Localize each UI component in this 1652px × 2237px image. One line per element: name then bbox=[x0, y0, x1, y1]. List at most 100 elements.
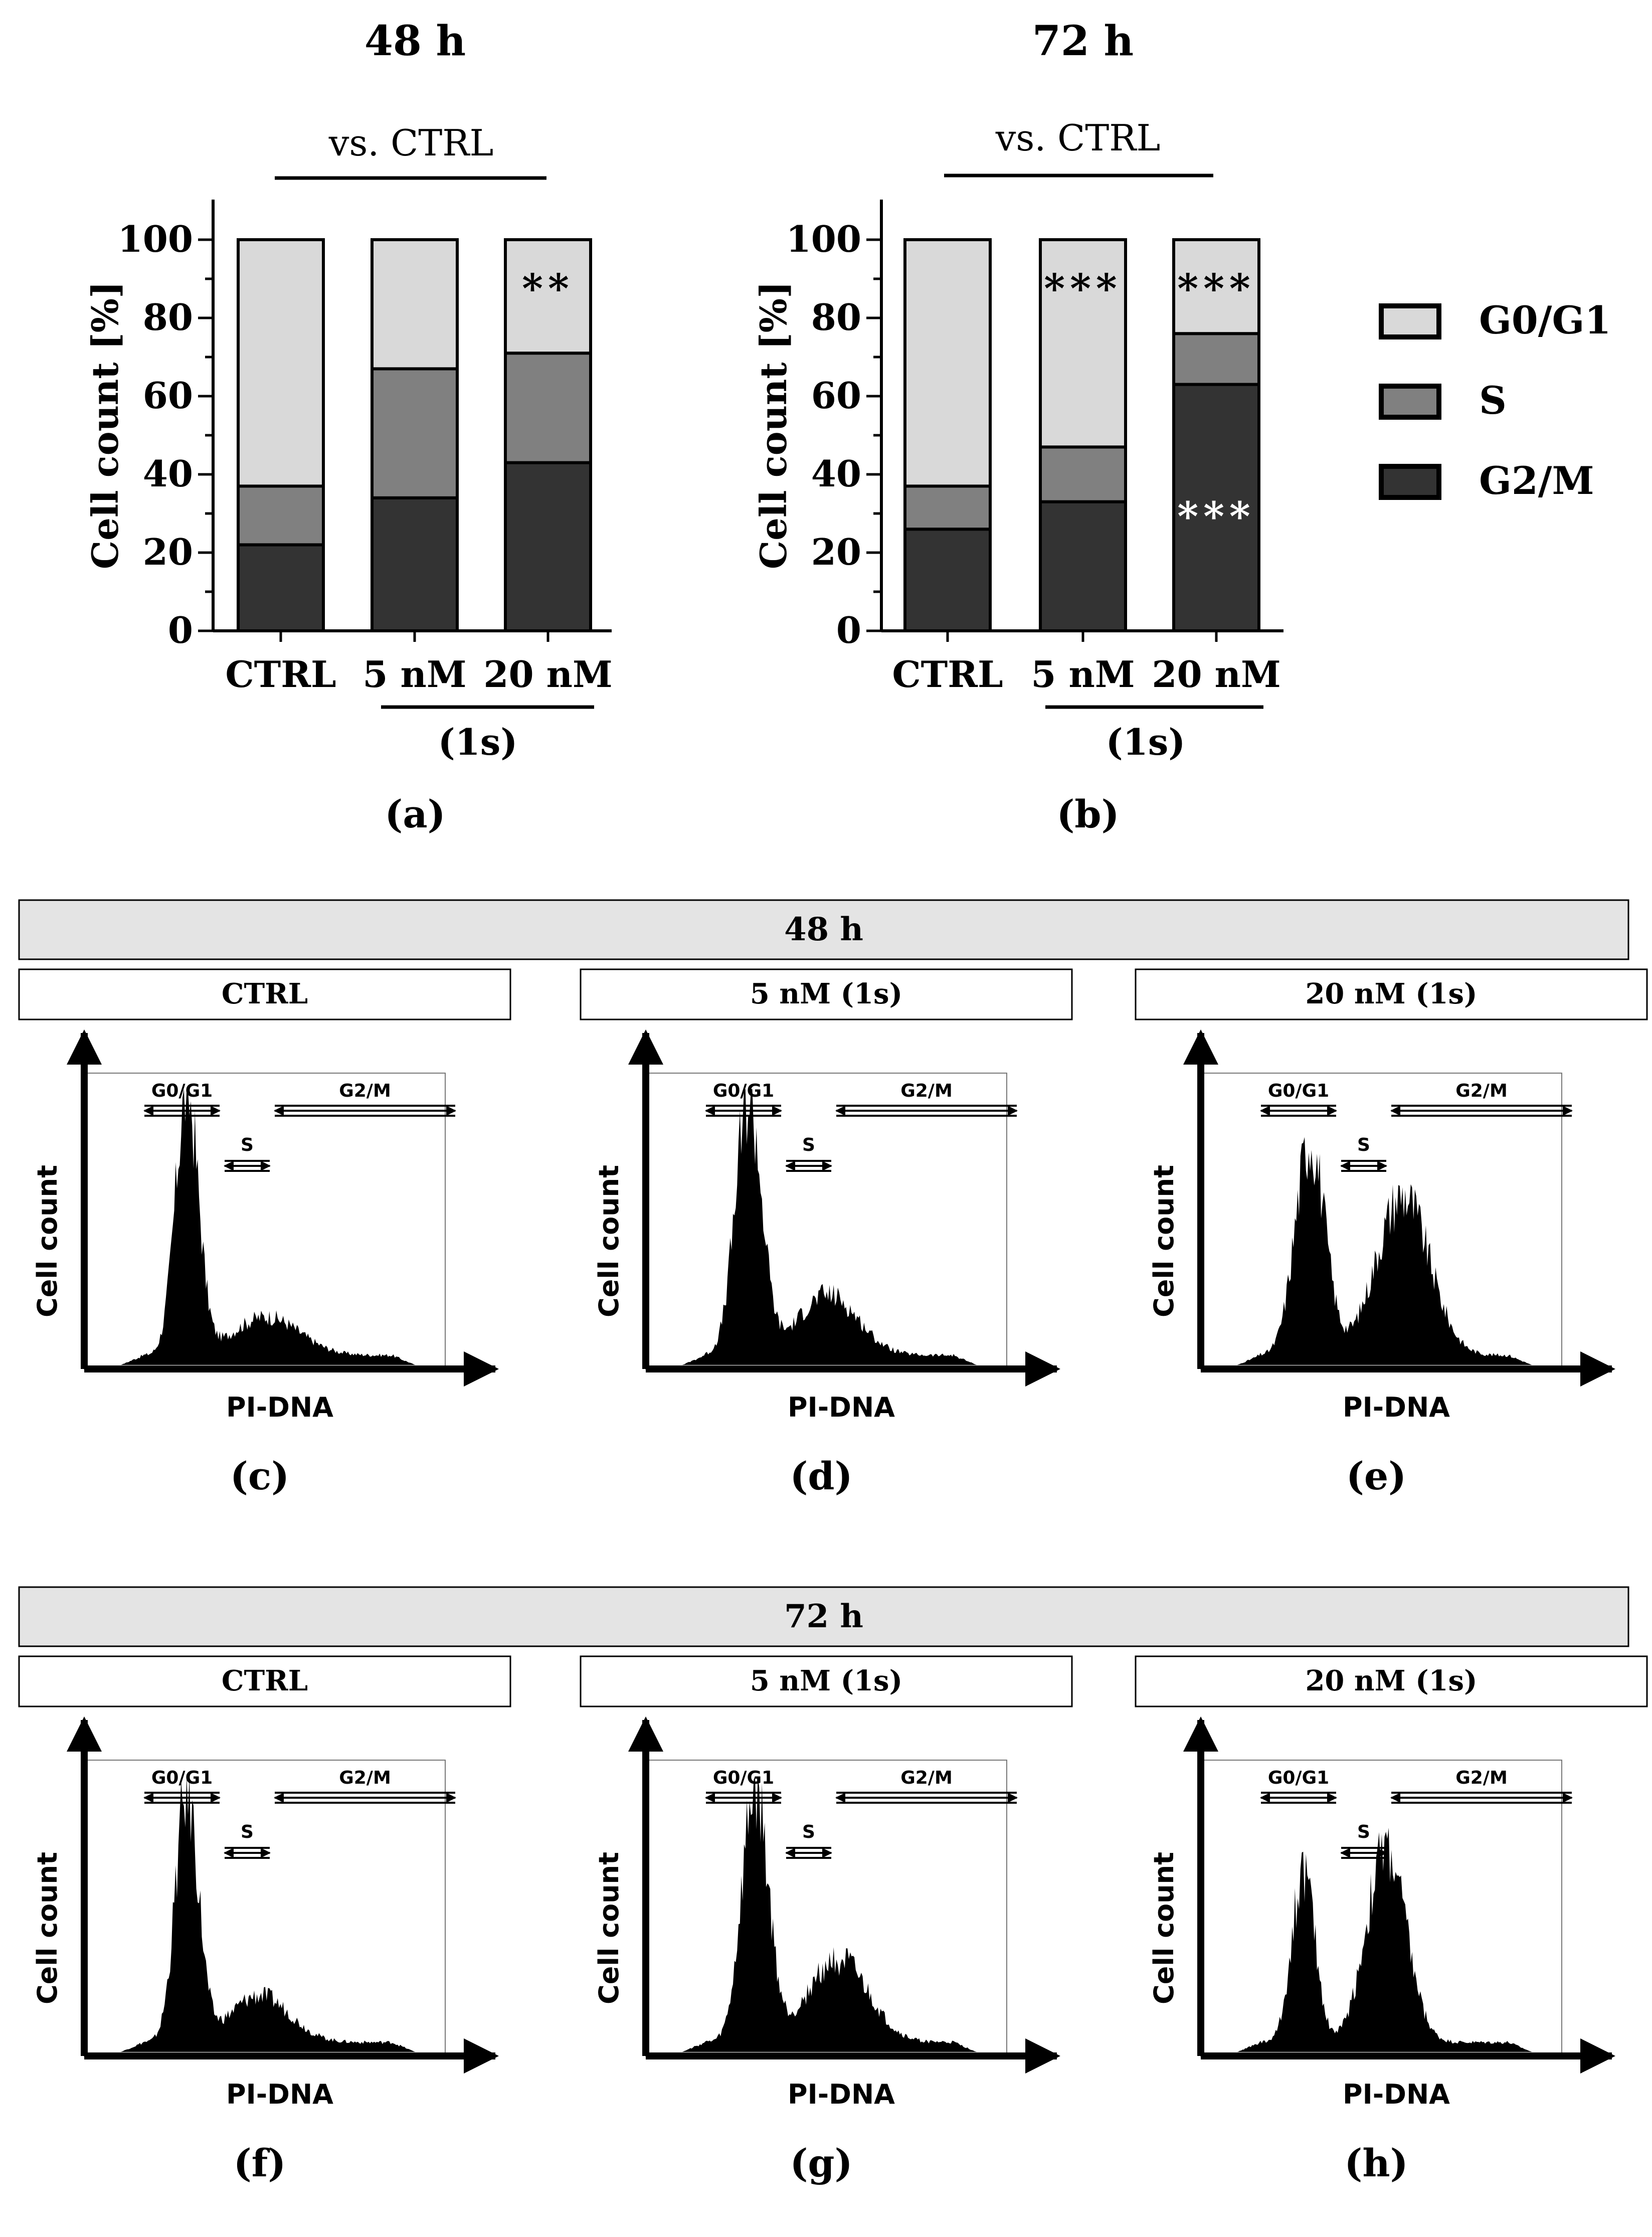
bar-s-5-nm bbox=[1039, 445, 1127, 503]
g2m-label: G2/M bbox=[1455, 1768, 1508, 1788]
s-label: S bbox=[241, 1822, 254, 1842]
x-tick-label: CTRL bbox=[225, 653, 336, 696]
significance-marker: ** bbox=[522, 265, 574, 312]
panel-header-label: 5 nM (1s) bbox=[750, 977, 902, 1010]
x-tick-label: CTRL bbox=[892, 653, 1003, 696]
panel-label: (a) bbox=[385, 792, 445, 836]
chart-b: 72 h vs. CTRL 0 20 40 60 80 100 Cell count [%] CT… bbox=[752, 17, 1283, 836]
y-tick-label: 100 bbox=[118, 218, 193, 260]
s-label: S bbox=[802, 1135, 815, 1155]
y-axis-label: Cell count bbox=[1148, 1165, 1180, 1317]
s-label: S bbox=[1357, 1135, 1370, 1155]
dna-histogram bbox=[94, 1776, 425, 2052]
legend-label: G0/G1 bbox=[1479, 298, 1611, 342]
chart-title: 72 h bbox=[1032, 17, 1134, 65]
y-axis-label: Cell count bbox=[32, 1165, 63, 1317]
g0g1-label: G0/G1 bbox=[1268, 1081, 1329, 1101]
y-tick-label: 40 bbox=[811, 452, 861, 495]
g2m-label: G2/M bbox=[900, 1081, 953, 1101]
bar-g2m-ctrl bbox=[237, 543, 325, 633]
x-tick-label: 5 nM bbox=[1031, 653, 1135, 696]
comparison-label: vs. CTRL bbox=[995, 117, 1161, 159]
s-label: S bbox=[802, 1822, 815, 1842]
x-axis-label: PI-DNA bbox=[226, 1392, 333, 1423]
dna-histogram bbox=[1211, 1827, 1542, 2052]
y-tick-label: 0 bbox=[836, 609, 861, 651]
y-tick-label: 20 bbox=[811, 531, 861, 573]
histogram-panel-f: CTRL G0/G1 G2/M S Cell count PI-DNA (f) bbox=[18, 1655, 511, 2185]
group-label: (1s) bbox=[1106, 721, 1186, 763]
histogram-panel-g: 5 nM (1s) G0/G1 G2/M S Cell count PI-DNA (g) bbox=[580, 1655, 1073, 2185]
legend-swatch-g0g1 bbox=[1379, 303, 1441, 339]
panel-header-label: 5 nM (1s) bbox=[750, 1664, 902, 1697]
section-banner-label: 72 h bbox=[784, 1598, 863, 1635]
panel-label: (e) bbox=[1346, 1454, 1406, 1498]
panel-header-box bbox=[1135, 1655, 1648, 1707]
y-tick-label: 80 bbox=[811, 296, 861, 338]
panel-header-box bbox=[580, 1655, 1073, 1707]
x-axis-label: PI-DNA bbox=[1343, 2079, 1450, 2110]
panel-label: (d) bbox=[790, 1454, 852, 1498]
bar-g0g1-ctrl bbox=[903, 238, 992, 488]
x-axis-label: PI-DNA bbox=[226, 2079, 333, 2110]
x-axis-label: PI-DNA bbox=[788, 1392, 895, 1423]
comparison-label: vs. CTRL bbox=[328, 122, 494, 164]
y-axis-label: Cell count [%] bbox=[84, 281, 126, 569]
section-banner-label: 48 h bbox=[784, 911, 863, 948]
dna-histogram bbox=[94, 1089, 425, 1365]
legend-swatch-s bbox=[1379, 384, 1441, 420]
histogram-section-1: 48 h CTRL G0/G1 G2/M S Cell count PI-DNA (c) 5 n… bbox=[18, 899, 1648, 1498]
y-axis-label: Cell count bbox=[32, 1852, 63, 2004]
bar-s-ctrl bbox=[903, 484, 992, 531]
panel-header-box bbox=[18, 1655, 511, 1707]
g0g1-label: G0/G1 bbox=[151, 1081, 213, 1101]
section-banner bbox=[18, 1586, 1629, 1647]
legend-label: G2/M bbox=[1479, 458, 1594, 503]
x-tick-label: 5 nM bbox=[362, 653, 466, 696]
x-axis-label: PI-DNA bbox=[788, 2079, 895, 2110]
bar-g2m-ctrl bbox=[903, 528, 992, 632]
bar-s-20-nm bbox=[1172, 332, 1260, 386]
bar-g2m-5-nm bbox=[1039, 500, 1127, 632]
y-tick-label: 80 bbox=[143, 296, 193, 338]
panel-header-box bbox=[18, 968, 511, 1020]
significance-marker: *** bbox=[1044, 265, 1122, 312]
histogram-panel-e: 20 nM (1s) G0/G1 G2/M S Cell count PI-DNA (e) bbox=[1135, 968, 1648, 1498]
panel-header-label: CTRL bbox=[222, 1664, 308, 1697]
g0g1-label: G0/G1 bbox=[1268, 1768, 1329, 1788]
panel-header-label: CTRL bbox=[222, 977, 308, 1010]
bar-g0g1-5-nm bbox=[371, 238, 459, 371]
dna-histogram bbox=[1211, 1137, 1542, 1365]
bar-s-20-nm bbox=[504, 352, 592, 464]
dna-histogram bbox=[656, 1089, 987, 1365]
bar-g0g1-ctrl bbox=[237, 238, 325, 488]
histogram-section-2: 72 h CTRL G0/G1 G2/M S Cell count PI-DNA (f) 5 n… bbox=[18, 1586, 1648, 2185]
legend-label: S bbox=[1479, 378, 1507, 423]
g0g1-label: G0/G1 bbox=[151, 1768, 213, 1788]
section-banner bbox=[18, 899, 1629, 960]
histogram-panel-c: CTRL G0/G1 G2/M S Cell count PI-DNA (c) bbox=[18, 968, 511, 1498]
histogram-panels: 48 h CTRL G0/G1 G2/M S Cell count PI-DNA (c) 5 n… bbox=[18, 899, 1648, 2185]
bar-g2m-5-nm bbox=[371, 496, 459, 632]
x-axis-label: PI-DNA bbox=[1343, 1392, 1450, 1423]
panel-label: (f) bbox=[234, 2141, 286, 2185]
chart-a: 48 h vs. CTRL 0 20 40 60 80 100 Cell count [%] CT… bbox=[84, 17, 613, 836]
g2m-label: G2/M bbox=[339, 1081, 391, 1101]
legend-swatch-g2m bbox=[1379, 464, 1441, 500]
g0g1-label: G0/G1 bbox=[713, 1768, 774, 1788]
significance-marker: *** bbox=[1177, 492, 1255, 540]
panel-header-label: 20 nM (1s) bbox=[1305, 977, 1477, 1010]
y-tick-label: 60 bbox=[143, 374, 193, 417]
dna-histogram bbox=[656, 1776, 987, 2052]
histogram-panel-h: 20 nM (1s) G0/G1 G2/M S Cell count PI-DNA (h) bbox=[1135, 1655, 1648, 2185]
x-tick-label: 20 nM bbox=[1152, 653, 1280, 696]
g0g1-label: G0/G1 bbox=[713, 1081, 774, 1101]
histogram-panel-d: 5 nM (1s) G0/G1 G2/M S Cell count PI-DNA (d) bbox=[580, 968, 1073, 1498]
y-tick-label: 60 bbox=[811, 374, 861, 417]
significance-marker: *** bbox=[1177, 265, 1255, 312]
panel-header-box bbox=[580, 968, 1073, 1020]
bar-charts: 48 h vs. CTRL 0 20 40 60 80 100 Cell count [%] CT… bbox=[84, 17, 1283, 836]
g2m-label: G2/M bbox=[1455, 1081, 1508, 1101]
y-tick-label: 100 bbox=[786, 218, 861, 260]
y-tick-label: 20 bbox=[143, 531, 193, 573]
